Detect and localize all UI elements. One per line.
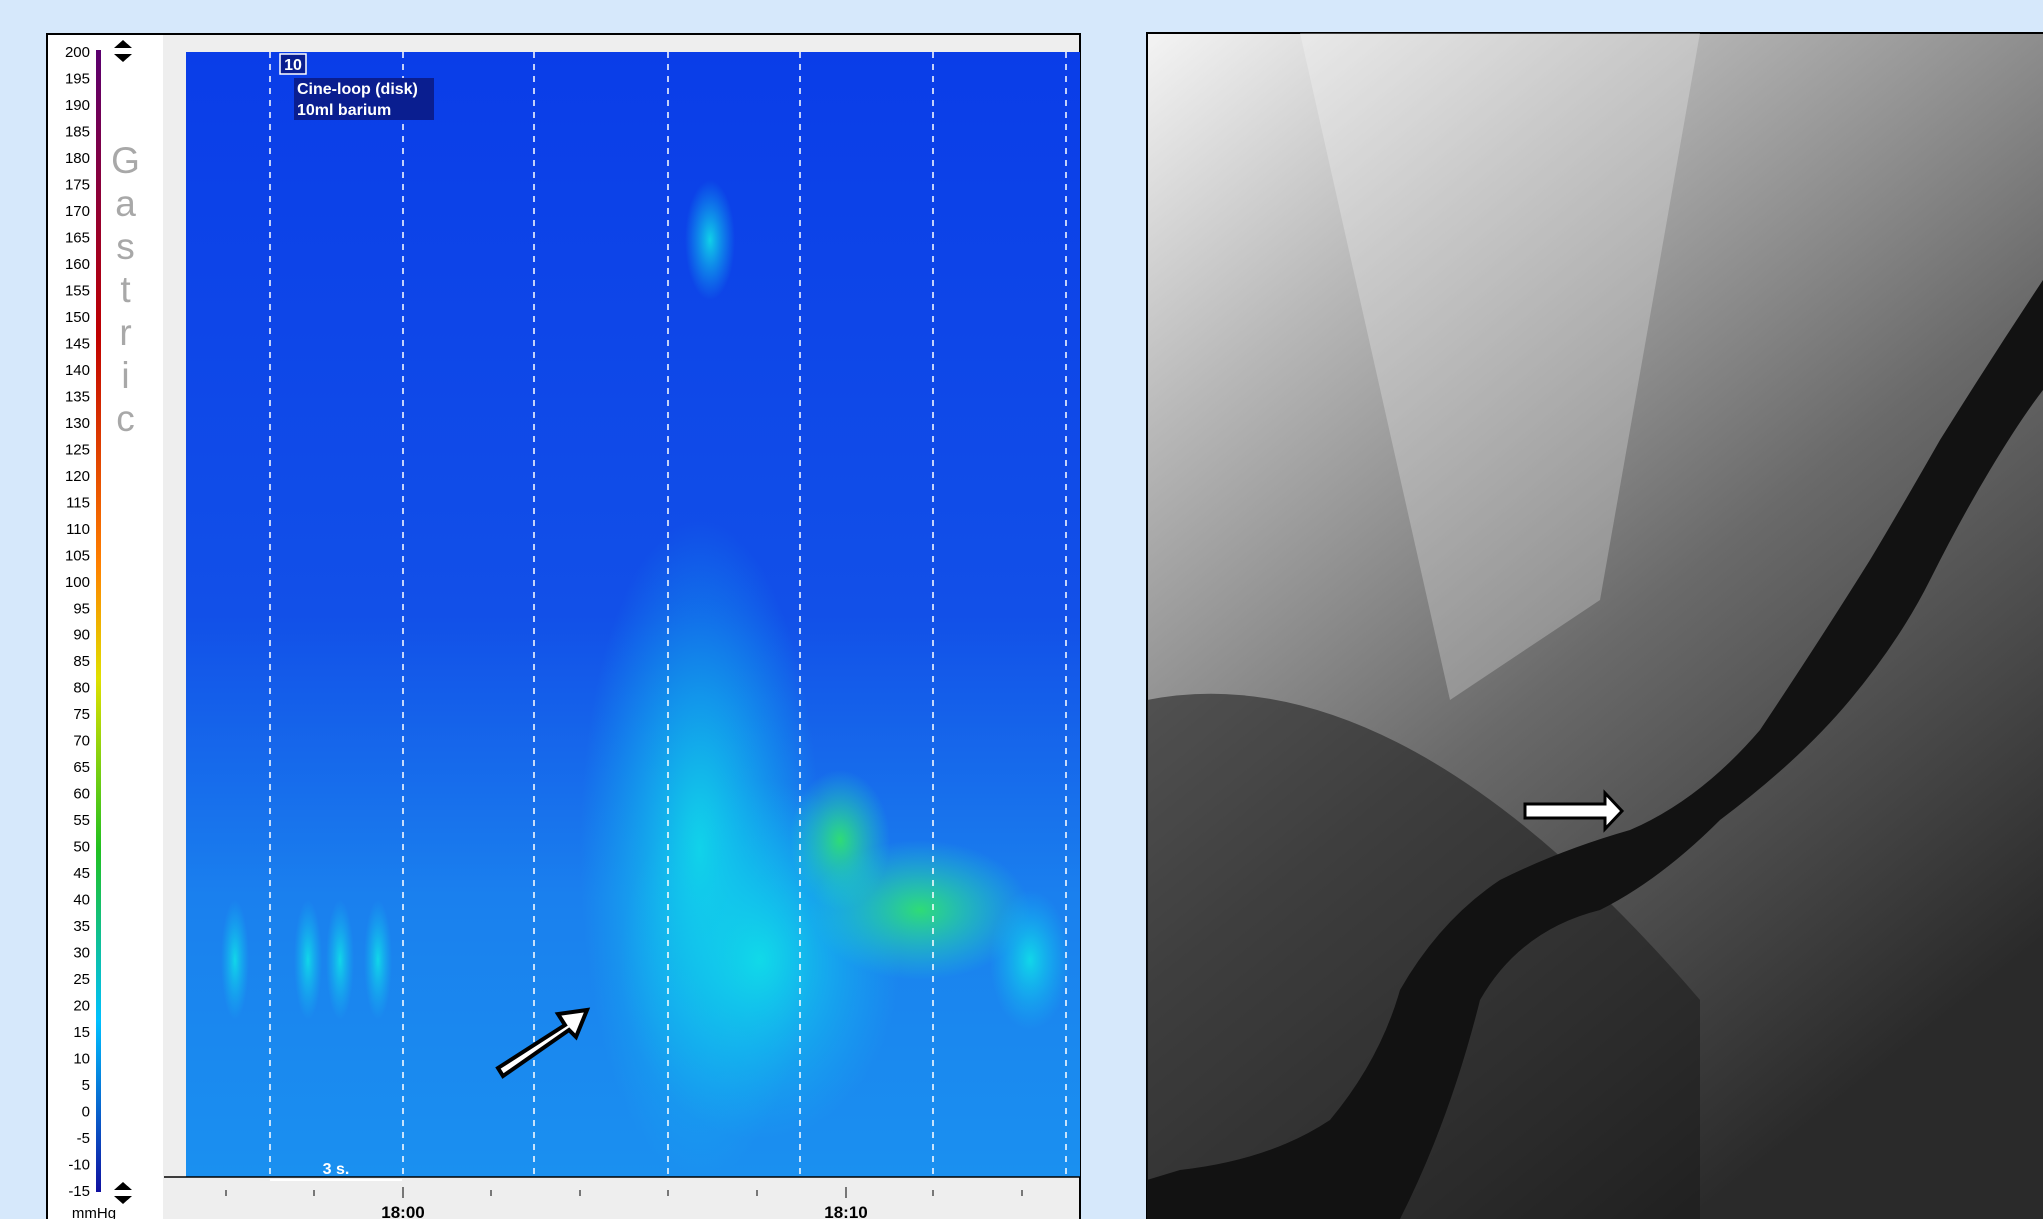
annotation-line: 10ml barium [297,102,391,119]
colorbar-tick-label: 135 [65,388,90,405]
colorbar-tick-label: 60 [73,786,90,803]
colorbar-tick-label: 200 [65,44,90,61]
colorbar-tick-label: 100 [65,574,90,591]
colorbar-tick-label: 30 [73,945,90,962]
colorbar-tick-label: 50 [73,839,90,856]
screenshot: 10 Cine-loop (disk) 10ml barium 3 s. 18:… [0,0,2043,1219]
time-label: 18:10 [824,1203,867,1219]
colorbar-tick-label: 55 [73,812,90,829]
colorbar-tick-label: 85 [73,653,90,670]
colorbar-tick-label: -10 [68,1157,90,1174]
colorbar-tick-label: 180 [65,150,90,167]
xray-image [1147,33,2043,1219]
colorbar-tick-label: 15 [73,1024,90,1041]
colorbar-tick-label: 0 [82,1104,90,1121]
colorbar-tick-label: 140 [65,362,90,379]
colorbar-tick-label: 170 [65,203,90,220]
colorbar-tick-label: 195 [65,70,90,87]
colorbar-tick-label: 35 [73,918,90,935]
colorbar-tick-label: 185 [65,123,90,140]
time-label: 18:00 [381,1203,424,1219]
screen: 10 Cine-loop (disk) 10ml barium 3 s. 18:… [0,0,2043,1219]
colorbar-tick-label: 125 [65,441,90,458]
colorbar-tick-label: 5 [82,1077,90,1094]
colorbar-tick-label: 155 [65,282,90,299]
annotation-line: Cine-loop (disk) [297,81,418,98]
colorbar-tick-label: 130 [65,415,90,432]
colorbar-tick-label: 190 [65,97,90,114]
colorbar-tick-label: 175 [65,176,90,193]
colorbar-tick-label: -15 [68,1183,90,1200]
colorbar-tick-label: 10 [73,1051,90,1068]
colorbar-tick-label: 150 [65,309,90,326]
colorbar-tick-label: 25 [73,971,90,988]
colorbar-tick-label: 145 [65,335,90,352]
colorbar-tick-label: 110 [66,521,90,538]
unit-label: mmHg [72,1205,116,1219]
colorbar-tick-label: 120 [65,468,90,485]
colorbar-tick-label: 40 [73,892,90,909]
colorbar-tick-label: 95 [73,600,90,617]
scale-label: 3 s. [323,1161,350,1178]
colorbar-tick-label: 20 [73,998,90,1015]
colorbar-tick-label: 65 [73,759,90,776]
colorbar-tick-label: 75 [73,706,90,723]
colorbar [96,50,101,1192]
colorbar-tick-label: 115 [66,494,90,511]
colorbar-tick-label: 165 [65,229,90,246]
colorbar-tick-label: -5 [77,1130,90,1147]
colorbar-tick-label: 105 [65,547,90,564]
colorbar-tick-label: 70 [73,733,90,750]
colorbar-tick-label: 90 [73,627,90,644]
colorbar-tick-label: 80 [73,680,90,697]
colorbar-tick-label: 160 [65,256,90,273]
marker-label: 10 [284,57,302,74]
colorbar-tick-label: 45 [73,865,90,882]
gastric-label: Gastric [104,140,146,441]
